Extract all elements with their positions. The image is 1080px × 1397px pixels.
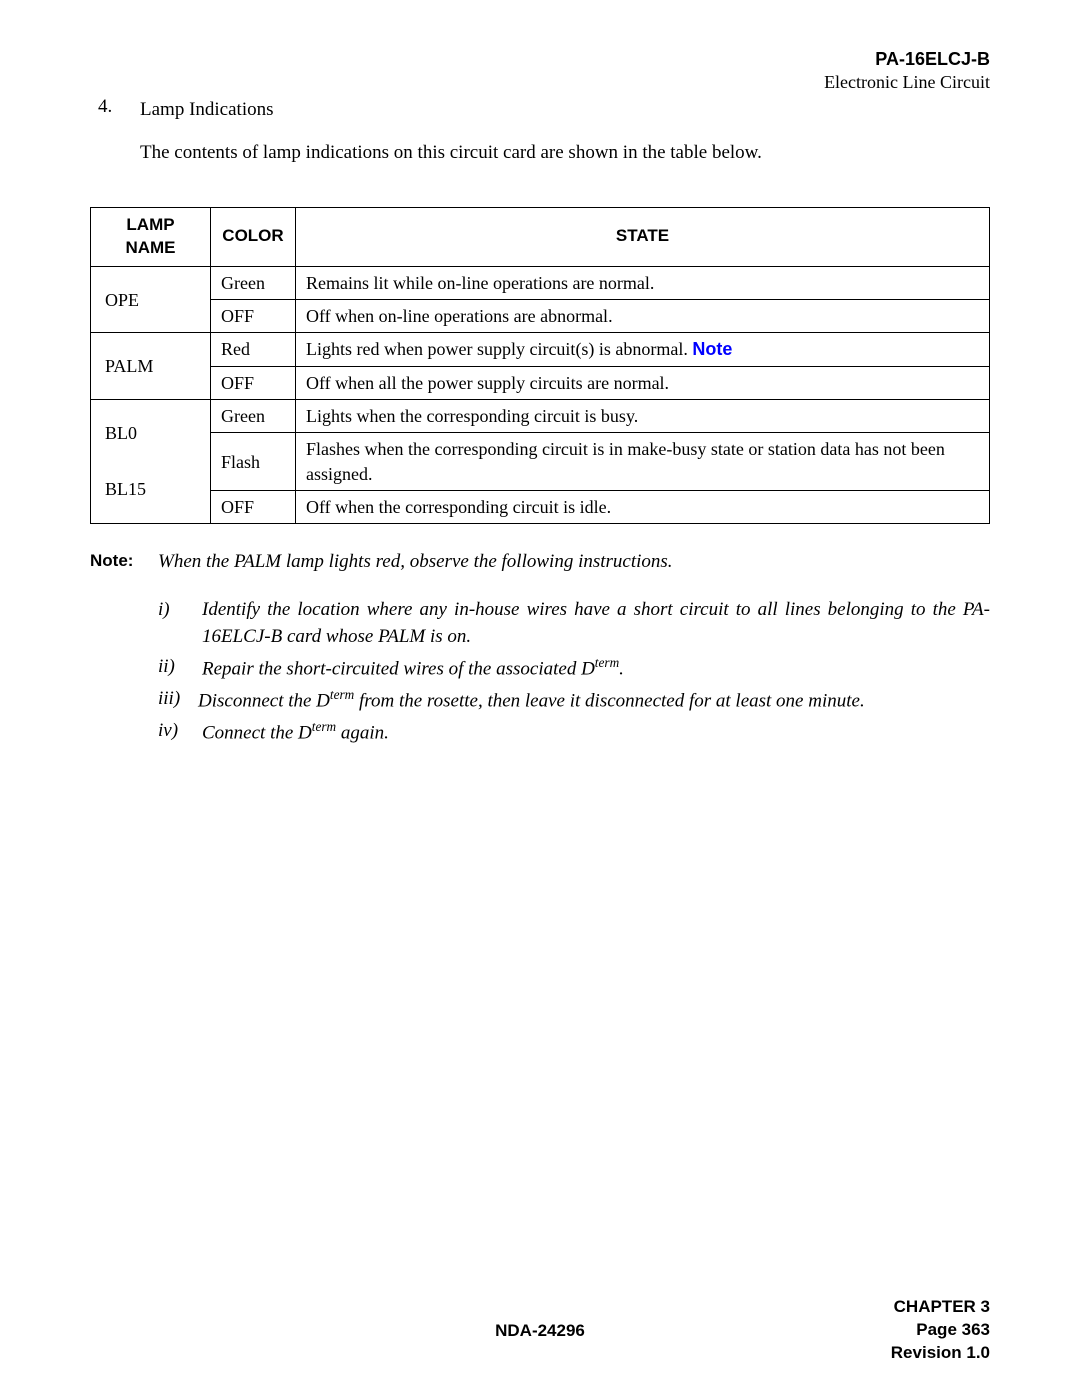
cell-state: Remains lit while on-line operations are…: [296, 266, 990, 299]
spacer: [90, 596, 158, 651]
table-row: OFF Off when all the power supply circui…: [91, 366, 990, 399]
cell-color: Green: [211, 266, 296, 299]
note-step-text: Identify the location where any in-house…: [202, 596, 990, 651]
superscript: term: [595, 655, 619, 670]
t: Repair the short-circuited wires of the …: [202, 658, 595, 679]
footer-revision: Revision 1.0: [891, 1342, 990, 1365]
section-title: Lamp Indications: [140, 96, 990, 125]
roman-num: ii): [158, 653, 202, 683]
note-text: When the PALM lamp lights red, observe t…: [158, 548, 990, 576]
cell-color: OFF: [211, 300, 296, 333]
note-label: Note:: [90, 548, 158, 576]
t: again.: [336, 722, 389, 743]
cell-color: OFF: [211, 366, 296, 399]
note-steps: i) Identify the location where any in-ho…: [90, 596, 990, 747]
main-content: 4. Lamp Indications The contents of lamp…: [90, 96, 990, 749]
table-header-row: LAMP NAME COLOR STATE: [91, 208, 990, 267]
superscript: term: [330, 687, 354, 702]
note-step-text: Connect the Dterm again.: [202, 717, 990, 747]
spacer: [90, 717, 158, 747]
note-link[interactable]: Note: [692, 339, 732, 359]
cell-state: Lights red when power supply circuit(s) …: [296, 333, 990, 366]
note-step-text: Repair the short-circuited wires of the …: [202, 653, 990, 683]
spacer: [90, 653, 158, 683]
section-intro-spacer: [90, 139, 140, 168]
cell-lamp-bl0: BL0: [105, 423, 137, 443]
page: PA-16ELCJ-B Electronic Line Circuit 4. L…: [0, 0, 1080, 1397]
roman-num: iii): [158, 685, 198, 715]
superscript: term: [312, 719, 336, 734]
note-row: Note: When the PALM lamp lights red, obs…: [90, 548, 990, 576]
lamp-table: LAMP NAME COLOR STATE OPE Green Remains …: [90, 207, 990, 524]
page-header: PA-16ELCJ-B Electronic Line Circuit: [824, 48, 990, 95]
col-lamp-name: LAMP NAME: [91, 208, 211, 267]
table-row: OFF Off when on-line operations are abno…: [91, 300, 990, 333]
cell-state: Off when the corresponding circuit is id…: [296, 490, 990, 523]
table-row: BL0 BL15 Green Lights when the correspon…: [91, 400, 990, 433]
cell-state: Flashes when the corresponding circuit i…: [296, 433, 990, 491]
note-block: Note: When the PALM lamp lights red, obs…: [90, 548, 990, 746]
col-state: STATE: [296, 208, 990, 267]
cell-state: Off when all the power supply circuits a…: [296, 366, 990, 399]
roman-num: iv): [158, 717, 202, 747]
cell-color: Green: [211, 400, 296, 433]
cell-lamp-name: PALM: [91, 333, 211, 400]
table-row: PALM Red Lights red when power supply ci…: [91, 333, 990, 366]
note-step: ii) Repair the short-circuited wires of …: [90, 653, 990, 683]
col-color: COLOR: [211, 208, 296, 267]
cell-color: OFF: [211, 490, 296, 523]
cell-lamp-name: BL0 BL15: [91, 400, 211, 524]
table-row: Flash Flashes when the corresponding cir…: [91, 433, 990, 491]
header-subtitle: Electronic Line Circuit: [824, 71, 990, 94]
t: from the rosette, then leave it disconne…: [354, 690, 864, 711]
footer-right: CHAPTER 3 Page 363 Revision 1.0: [891, 1296, 990, 1365]
section-intro: The contents of lamp indications on this…: [140, 139, 990, 168]
range-icon: [105, 451, 123, 471]
section-heading-row: 4. Lamp Indications: [90, 96, 990, 125]
cell-state: Lights when the corresponding circuit is…: [296, 400, 990, 433]
cell-lamp-bl15: BL15: [105, 479, 146, 499]
table-row: OPE Green Remains lit while on-line oper…: [91, 266, 990, 299]
section-intro-row: The contents of lamp indications on this…: [90, 139, 990, 168]
roman-num: i): [158, 596, 202, 651]
t: Connect the D: [202, 722, 312, 743]
spacer: [90, 685, 158, 715]
section-number: 4.: [90, 96, 140, 125]
footer-page: Page 363: [891, 1319, 990, 1342]
cell-color: Flash: [211, 433, 296, 491]
note-step: iii) Disconnect the Dterm from the roset…: [90, 685, 990, 715]
note-step: i) Identify the location where any in-ho…: [90, 596, 990, 651]
cell-color: Red: [211, 333, 296, 366]
note-step: iv) Connect the Dterm again.: [90, 717, 990, 747]
footer-chapter: CHAPTER 3: [891, 1296, 990, 1319]
header-title: PA-16ELCJ-B: [824, 48, 990, 71]
cell-lamp-name: OPE: [91, 266, 211, 333]
t: Disconnect the D: [198, 690, 330, 711]
table-row: OFF Off when the corresponding circuit i…: [91, 490, 990, 523]
note-step-text: Disconnect the Dterm from the rosette, t…: [198, 685, 990, 715]
t: .: [619, 658, 624, 679]
cell-state-text: Lights red when power supply circuit(s) …: [306, 339, 692, 359]
cell-state: Off when on-line operations are abnormal…: [296, 300, 990, 333]
